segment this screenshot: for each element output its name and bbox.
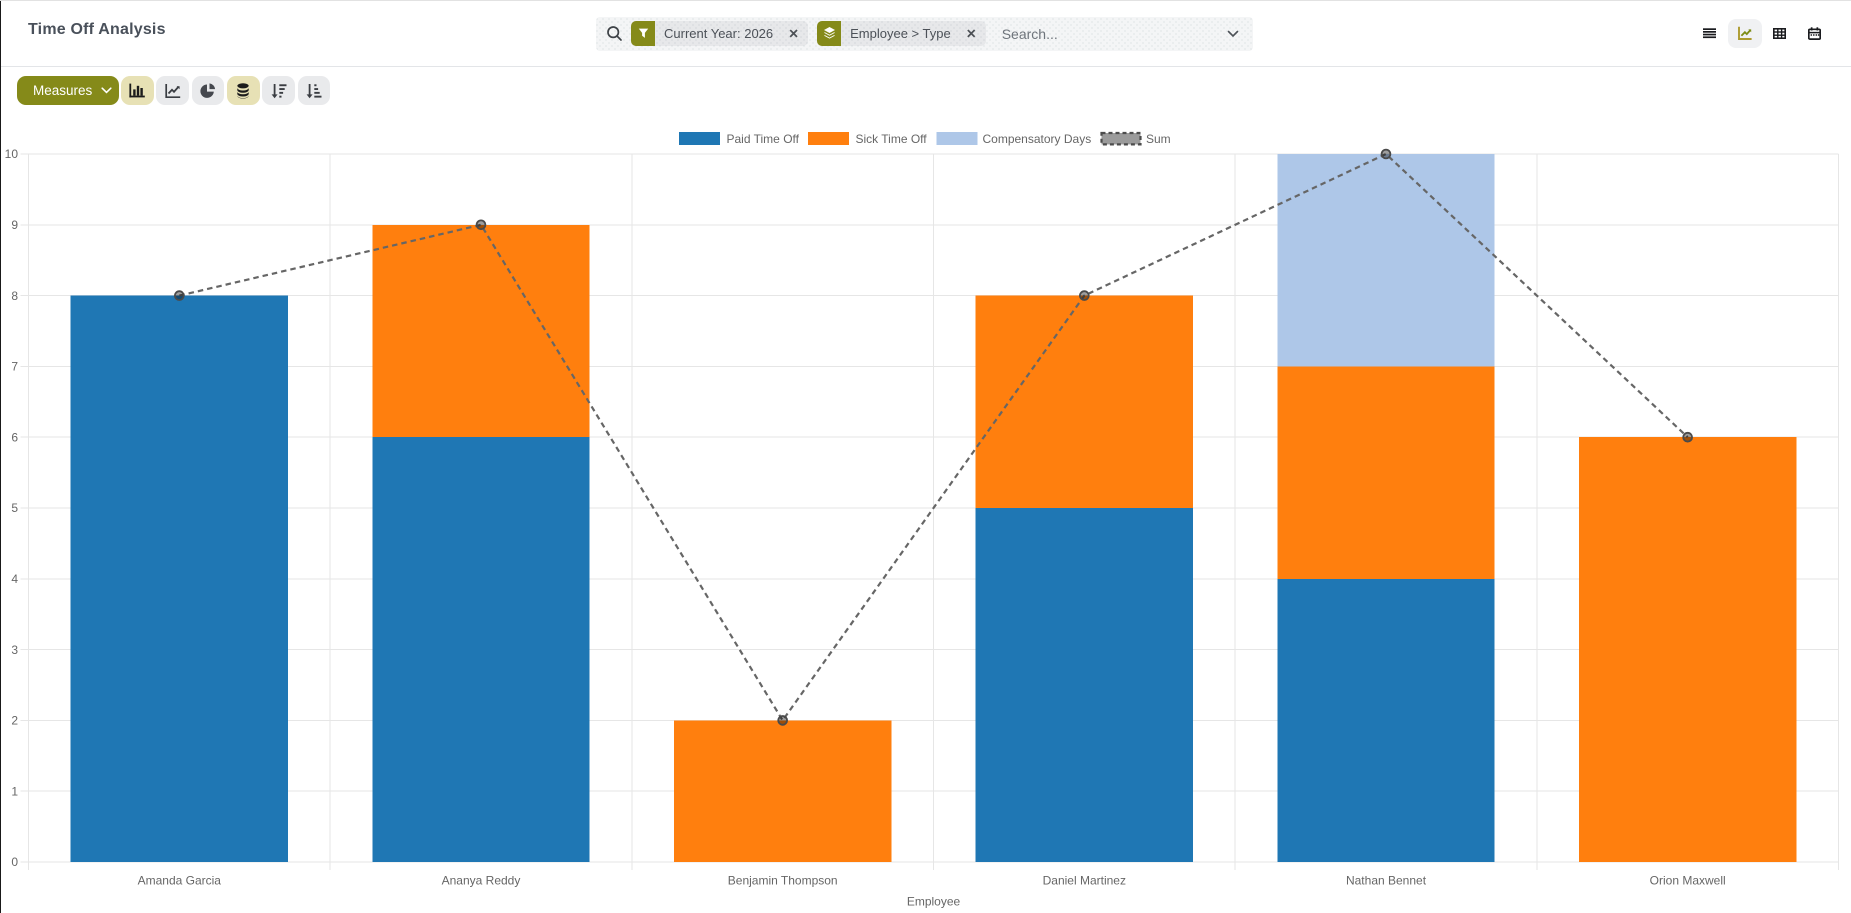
- svg-text:2: 2: [11, 714, 18, 728]
- svg-text:1: 1: [11, 784, 18, 798]
- svg-text:0: 0: [11, 855, 18, 869]
- svg-text:Orion Maxwell: Orion Maxwell: [1650, 874, 1726, 888]
- svg-text:9: 9: [11, 218, 18, 232]
- svg-text:4: 4: [11, 572, 18, 586]
- svg-text:3: 3: [11, 643, 18, 657]
- svg-text:Benjamin Thompson: Benjamin Thompson: [728, 874, 838, 888]
- svg-text:Employee: Employee: [907, 895, 961, 909]
- svg-text:Amanda Garcia: Amanda Garcia: [138, 874, 222, 888]
- svg-text:Nathan Bennet: Nathan Bennet: [1346, 874, 1427, 888]
- svg-text:Ananya Reddy: Ananya Reddy: [442, 874, 521, 888]
- svg-text:Sick Time Off: Sick Time Off: [856, 132, 928, 146]
- svg-text:Paid Time Off: Paid Time Off: [727, 132, 800, 146]
- svg-text:10: 10: [5, 147, 19, 161]
- svg-text:6: 6: [11, 430, 18, 444]
- svg-text:Compensatory Days: Compensatory Days: [983, 132, 1092, 146]
- svg-text:Daniel Martinez: Daniel Martinez: [1043, 874, 1126, 888]
- svg-text:5: 5: [11, 501, 18, 515]
- svg-text:8: 8: [11, 289, 18, 303]
- svg-text:7: 7: [11, 360, 18, 374]
- svg-text:Sum: Sum: [1146, 132, 1171, 146]
